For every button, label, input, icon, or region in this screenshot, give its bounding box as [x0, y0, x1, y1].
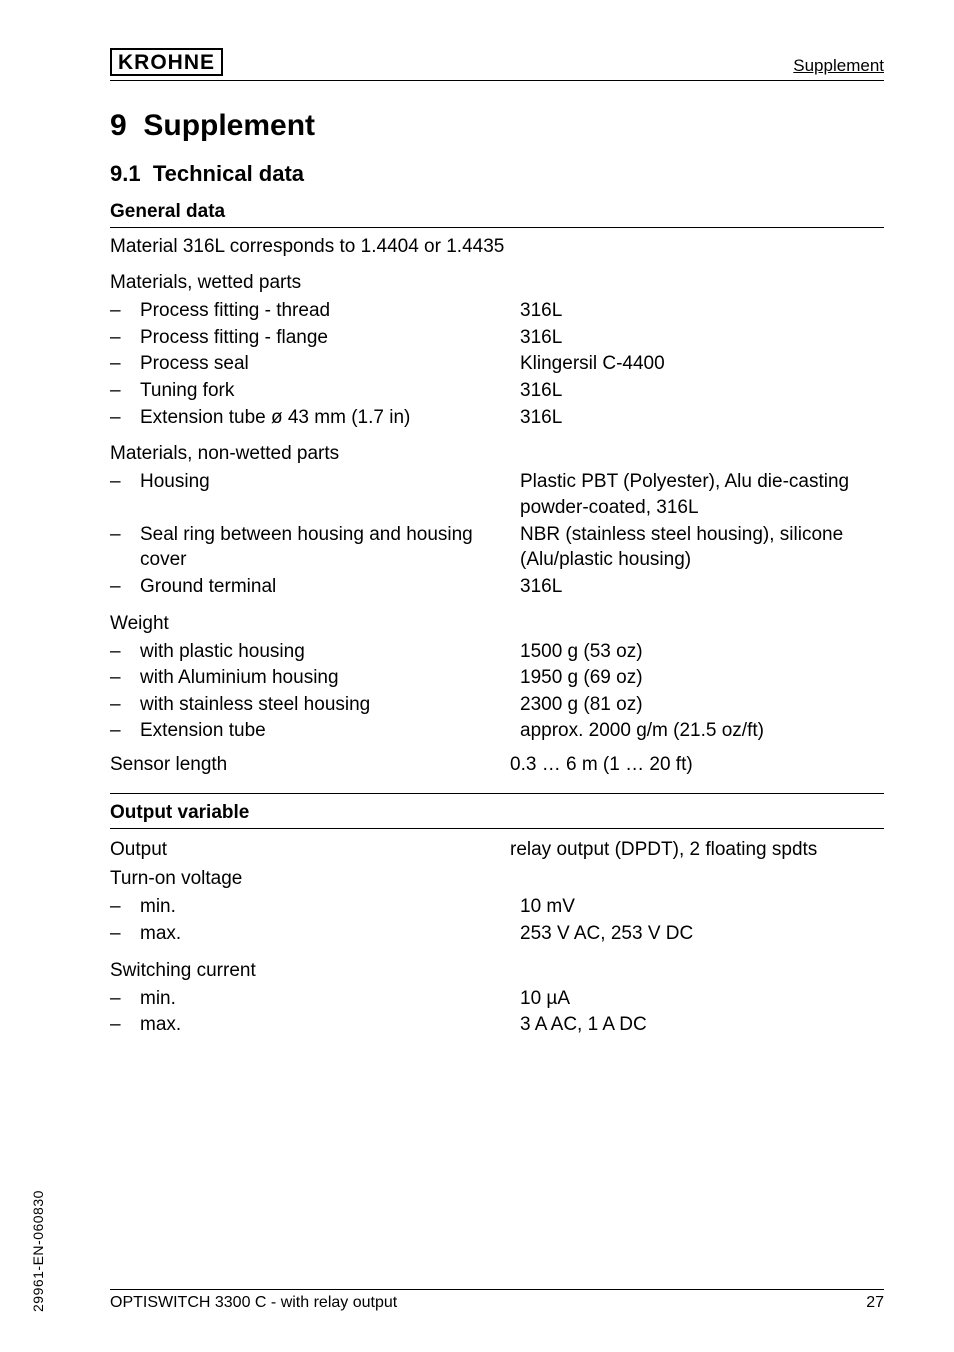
page: KROHNE Supplement 9 Supplement 9.1 Techn… — [0, 0, 954, 1352]
bullet-dash: – — [110, 574, 140, 600]
divider — [110, 828, 884, 829]
spec-label: with Aluminium housing — [140, 665, 520, 691]
spec-value: 1500 g (53 oz) — [520, 639, 884, 665]
divider — [110, 793, 884, 794]
spec-value: NBR (stainless steel housing), silicone … — [520, 522, 884, 573]
bullet-dash: – — [110, 921, 140, 947]
bullet-dash: – — [110, 986, 140, 1012]
spec-label: with plastic housing — [140, 639, 520, 665]
spec-value: Klingersil C-4400 — [520, 351, 884, 377]
spec-label: Output — [110, 837, 510, 863]
spec-label: Tuning fork — [140, 378, 520, 404]
subsection-title: Technical data — [153, 161, 304, 186]
spec-row: –min.10 mV — [110, 894, 884, 920]
spec-row: –Ground terminal316L — [110, 574, 884, 600]
spec-label: Extension tube ø 43 mm (1.7 in) — [140, 405, 520, 431]
spec-label: Process fitting - thread — [140, 298, 520, 324]
page-header: KROHNE Supplement — [110, 48, 884, 81]
section-number: 9 — [110, 109, 127, 142]
non-wetted-parts-label: Materials, non-wetted parts — [110, 443, 884, 465]
spec-label: min. — [140, 986, 520, 1012]
spec-row: –max.3 A AC, 1 A DC — [110, 1012, 884, 1038]
spec-value: 10 mV — [520, 894, 884, 920]
spec-value: 0.3 … 6 m (1 … 20 ft) — [510, 752, 884, 778]
spec-value: 316L — [520, 325, 884, 351]
general-data-heading: General data — [110, 201, 884, 225]
spec-row: Output relay output (DPDT), 2 floating s… — [110, 837, 884, 863]
bullet-dash: – — [110, 351, 140, 377]
spec-value: Plastic PBT (Polyester), Alu die-casting… — [520, 469, 884, 520]
weight-label: Weight — [110, 613, 884, 635]
spec-value: 10 µA — [520, 986, 884, 1012]
divider — [110, 227, 884, 228]
spec-row: –Process fitting - flange316L — [110, 325, 884, 351]
bullet-dash: – — [110, 378, 140, 404]
footer-product-name: OPTISWITCH 3300 C - with relay output — [110, 1294, 397, 1312]
spec-label: Process fitting - flange — [140, 325, 520, 351]
bullet-dash: – — [110, 325, 140, 351]
page-number: 27 — [866, 1294, 884, 1312]
spec-label: with stainless steel housing — [140, 692, 520, 718]
spec-value: approx. 2000 g/m (21.5 oz/ft) — [520, 718, 884, 744]
page-footer: OPTISWITCH 3300 C - with relay output 27 — [110, 1289, 884, 1312]
spec-row: –max.253 V AC, 253 V DC — [110, 921, 884, 947]
bullet-dash: – — [110, 522, 140, 573]
subsection-number: 9.1 — [110, 161, 141, 186]
spec-row: –Process sealKlingersil C-4400 — [110, 351, 884, 377]
bullet-dash: – — [110, 298, 140, 324]
spec-row: –Seal ring between housing and housing c… — [110, 522, 884, 573]
spec-row: –HousingPlastic PBT (Polyester), Alu die… — [110, 469, 884, 520]
spec-label: Extension tube — [140, 718, 520, 744]
turn-on-voltage-label: Turn-on voltage — [110, 868, 884, 890]
bullet-dash: – — [110, 469, 140, 520]
bullet-dash: – — [110, 692, 140, 718]
section-heading: 9 Supplement — [110, 109, 884, 143]
bullet-dash: – — [110, 405, 140, 431]
bullet-dash: – — [110, 894, 140, 920]
spec-value: 316L — [520, 405, 884, 431]
spec-row: –with plastic housing1500 g (53 oz) — [110, 639, 884, 665]
material-note: Material 316L corresponds to 1.4404 or 1… — [110, 236, 884, 258]
output-variable-heading: Output variable — [110, 802, 884, 826]
spec-value: 316L — [520, 378, 884, 404]
spec-value: 3 A AC, 1 A DC — [520, 1012, 884, 1038]
wetted-parts-label: Materials, wetted parts — [110, 272, 884, 294]
bullet-dash: – — [110, 639, 140, 665]
spec-value: 2300 g (81 oz) — [520, 692, 884, 718]
spec-label: min. — [140, 894, 520, 920]
spec-row: Sensor length 0.3 … 6 m (1 … 20 ft) — [110, 752, 884, 778]
divider — [110, 1289, 884, 1290]
bullet-dash: – — [110, 1012, 140, 1038]
spec-label: Sensor length — [110, 752, 510, 778]
bullet-dash: – — [110, 718, 140, 744]
spec-row: –Extension tube ø 43 mm (1.7 in)316L — [110, 405, 884, 431]
spec-value: relay output (DPDT), 2 floating spdts — [510, 837, 884, 863]
spec-value: 316L — [520, 574, 884, 600]
spec-row: –Process fitting - thread316L — [110, 298, 884, 324]
spec-label: max. — [140, 1012, 520, 1038]
spec-row: –with Aluminium housing1950 g (69 oz) — [110, 665, 884, 691]
spec-row: –Extension tubeapprox. 2000 g/m (21.5 oz… — [110, 718, 884, 744]
spec-value: 253 V AC, 253 V DC — [520, 921, 884, 947]
spec-row: –min.10 µA — [110, 986, 884, 1012]
spec-value: 316L — [520, 298, 884, 324]
brand-logo: KROHNE — [110, 48, 223, 76]
header-section-label: Supplement — [793, 56, 884, 76]
spec-row: –Tuning fork316L — [110, 378, 884, 404]
switching-current-label: Switching current — [110, 960, 884, 982]
spec-label: max. — [140, 921, 520, 947]
subsection-heading: 9.1 Technical data — [110, 161, 884, 187]
spec-row: –with stainless steel housing2300 g (81 … — [110, 692, 884, 718]
section-title: Supplement — [143, 109, 315, 142]
spec-label: Process seal — [140, 351, 520, 377]
spec-label: Housing — [140, 469, 520, 520]
bullet-dash: – — [110, 665, 140, 691]
document-id-vertical: 29961-EN-060830 — [30, 1190, 46, 1312]
spec-label: Ground terminal — [140, 574, 520, 600]
spec-value: 1950 g (69 oz) — [520, 665, 884, 691]
spec-label: Seal ring between housing and housing co… — [140, 522, 520, 573]
